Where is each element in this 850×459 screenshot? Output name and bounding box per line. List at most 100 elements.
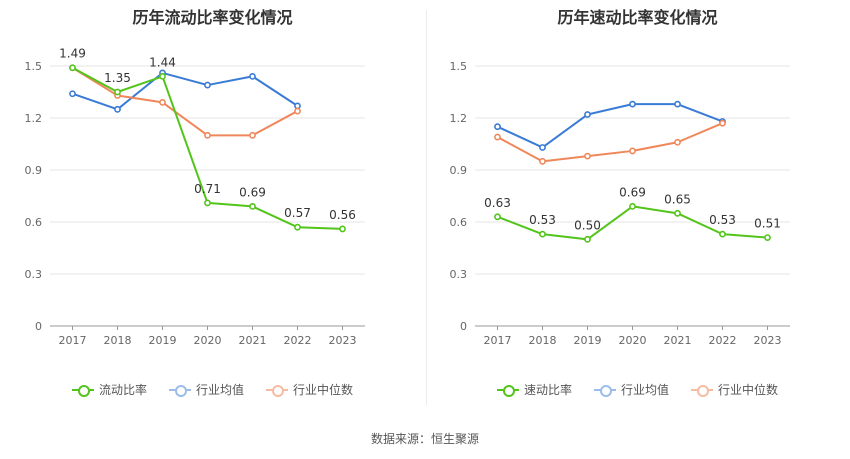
x-tick-label: 2021 xyxy=(664,334,692,347)
data-point xyxy=(719,230,726,238)
x-tick-label: 2020 xyxy=(194,334,222,347)
x-tick-label: 2023 xyxy=(329,334,357,347)
data-point xyxy=(294,107,301,115)
data-point xyxy=(204,131,211,139)
data-label: 0.71 xyxy=(194,182,221,196)
data-point xyxy=(159,73,166,80)
chart-title: 历年速动比率变化情况 xyxy=(557,8,718,27)
legend-label: 流动比率 xyxy=(98,383,147,397)
series-line-2 xyxy=(497,122,723,163)
series-line-2 xyxy=(71,66,298,137)
data-label: 0.56 xyxy=(329,208,356,222)
legend-label: 速动比率 xyxy=(523,383,572,397)
y-tick-label: 0.3 xyxy=(450,268,468,281)
legend-line-icon xyxy=(496,384,519,397)
data-label: 0.53 xyxy=(529,213,556,227)
data-point xyxy=(159,99,166,106)
data-label: 1.35 xyxy=(104,71,131,85)
data-point xyxy=(539,144,546,151)
y-tick-label: 0.6 xyxy=(25,216,43,229)
data-label: 1.49 xyxy=(59,47,86,61)
data-point xyxy=(494,213,501,221)
x-tick-label: 2017 xyxy=(59,334,87,347)
data-point xyxy=(114,105,121,113)
x-tick-label: 2019 xyxy=(574,334,602,347)
chart-title: 历年流动比率变化情况 xyxy=(132,8,293,27)
data-point xyxy=(69,90,76,98)
y-tick-label: 0.3 xyxy=(25,268,43,281)
data-label: 0.65 xyxy=(664,192,691,206)
data-label: 1.44 xyxy=(149,55,176,69)
x-tick-label: 2018 xyxy=(104,334,132,347)
data-point xyxy=(674,138,681,146)
data-point xyxy=(674,100,681,108)
data-point xyxy=(494,133,501,141)
data-point xyxy=(494,123,501,131)
y-tick-label: 0.6 xyxy=(450,216,468,229)
data-point xyxy=(114,88,121,96)
x-tick-label: 2021 xyxy=(239,334,267,347)
data-point xyxy=(249,131,256,139)
data-point xyxy=(204,81,211,89)
data-label: 0.53 xyxy=(709,213,736,227)
x-tick-label: 2018 xyxy=(529,334,557,347)
y-tick-label: 0.9 xyxy=(450,164,468,177)
data-label: 0.63 xyxy=(484,196,511,210)
data-point xyxy=(539,230,546,238)
legend-item-industry-mean[interactable]: 行业均值 xyxy=(593,381,669,398)
chart-legend: 速动比率 行业均值 行业中位数 xyxy=(425,381,850,398)
y-tick-label: 1.2 xyxy=(25,112,43,125)
chart-legend: 流动比率 行业均值 行业中位数 xyxy=(0,381,425,398)
current-ratio-panel: 历年流动比率变化情况 0 0.3 0.6 0.9 1.2 1.5 2017 2018 2019 2… xyxy=(0,0,425,415)
y-tick-label: 1.5 xyxy=(450,60,468,73)
data-point xyxy=(674,209,681,217)
data-point xyxy=(629,202,636,210)
y-tick-label: 0.9 xyxy=(25,164,43,177)
legend-item-industry-mean[interactable]: 行业均值 xyxy=(168,381,244,398)
data-point xyxy=(249,202,256,210)
legend-label: 行业中位数 xyxy=(718,383,779,397)
data-point xyxy=(539,157,546,165)
x-tick-label: 2017 xyxy=(484,334,512,347)
data-point xyxy=(339,225,346,233)
data-point xyxy=(584,111,591,118)
legend-label: 行业均值 xyxy=(195,383,244,397)
data-point xyxy=(719,119,726,127)
y-tick-label: 0 xyxy=(35,320,42,333)
x-tick-label: 2023 xyxy=(754,334,782,347)
series-line-1 xyxy=(72,71,299,111)
x-tick-label: 2022 xyxy=(284,334,312,347)
data-label: 0.51 xyxy=(754,217,781,231)
data-point xyxy=(764,234,771,241)
data-label: 0.57 xyxy=(284,206,311,220)
legend-line-icon xyxy=(691,384,713,397)
y-tick-label: 1.5 xyxy=(25,60,43,73)
legend-label: 行业中位数 xyxy=(293,383,354,397)
data-point xyxy=(294,223,301,231)
legend-item-quick-ratio[interactable]: 速动比率 xyxy=(496,381,572,398)
data-point xyxy=(584,152,591,160)
legend-line-icon xyxy=(168,384,191,397)
x-tick-label: 2019 xyxy=(149,334,177,347)
legend-line-icon xyxy=(593,384,616,397)
legend-line-icon xyxy=(71,384,94,397)
y-tick-label: 1.2 xyxy=(450,112,468,125)
legend-item-industry-median[interactable]: 行业中位数 xyxy=(266,381,353,398)
legend-item-current-ratio[interactable]: 流动比率 xyxy=(71,381,147,398)
current-ratio-chart: 0 0.3 0.6 0.9 1.2 1.5 2017 2018 2019 2020 2021 2022… xyxy=(25,47,365,347)
data-label: 0.69 xyxy=(619,185,646,199)
data-source-note: 数据来源：恒生聚源 xyxy=(370,432,479,446)
panel-divider xyxy=(426,10,427,405)
legend-label: 行业均值 xyxy=(620,383,669,397)
data-point xyxy=(204,199,211,207)
data-point xyxy=(629,100,636,108)
x-tick-label: 2022 xyxy=(709,334,737,347)
data-point xyxy=(69,64,76,72)
quick-ratio-panel: 历年速动比率变化情况 0 0.3 0.6 0.9 1.2 1.5 2017 2018 2019 2… xyxy=(425,0,850,415)
legend-item-industry-median[interactable]: 行业中位数 xyxy=(691,381,778,398)
series-line-1 xyxy=(497,103,723,149)
quick-ratio-chart: 0 0.3 0.6 0.9 1.2 1.5 2017 2018 2019 2020 2021 2022… xyxy=(450,60,790,347)
data-label: 0.69 xyxy=(239,185,266,199)
y-tick-label: 0 xyxy=(460,320,467,333)
data-point xyxy=(584,235,591,243)
